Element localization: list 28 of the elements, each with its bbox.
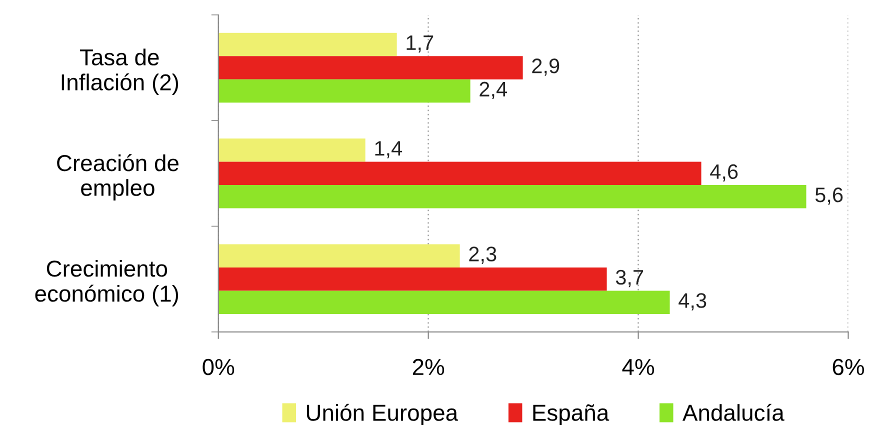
bar <box>218 138 366 162</box>
x-tick-label: 4% <box>622 359 654 376</box>
legend-label: Andalucía <box>682 404 784 421</box>
data-label: 4,6 <box>710 164 738 182</box>
bar <box>218 267 607 291</box>
data-label: 3,7 <box>616 270 644 288</box>
bar <box>218 56 523 80</box>
data-label: 2,3 <box>469 246 496 264</box>
data-label: 4,3 <box>678 293 706 310</box>
data-label: 2,4 <box>480 82 508 100</box>
bar <box>218 79 470 103</box>
data-label: 5,6 <box>815 187 843 205</box>
legend-label: España <box>533 404 610 425</box>
x-tick-label: 2% <box>412 358 444 376</box>
y-tick-label: Creación de empleo <box>57 154 178 200</box>
x-tick-label: 0% <box>202 358 234 376</box>
data-label: 1,4 <box>375 141 402 158</box>
bar <box>218 244 460 268</box>
bar <box>218 162 702 186</box>
y-tick-label: Tasa de Inflación (2) <box>62 48 178 95</box>
data-label: 1,7 <box>406 36 434 53</box>
bar <box>218 185 806 208</box>
bar <box>218 32 397 56</box>
legend-label: Unión Europea <box>306 404 458 425</box>
bar <box>218 290 670 314</box>
x-tick-label: 6% <box>832 358 864 376</box>
y-tick-label: Crecimiento económico (1) <box>35 260 178 306</box>
data-label: 2,9 <box>532 58 560 76</box>
